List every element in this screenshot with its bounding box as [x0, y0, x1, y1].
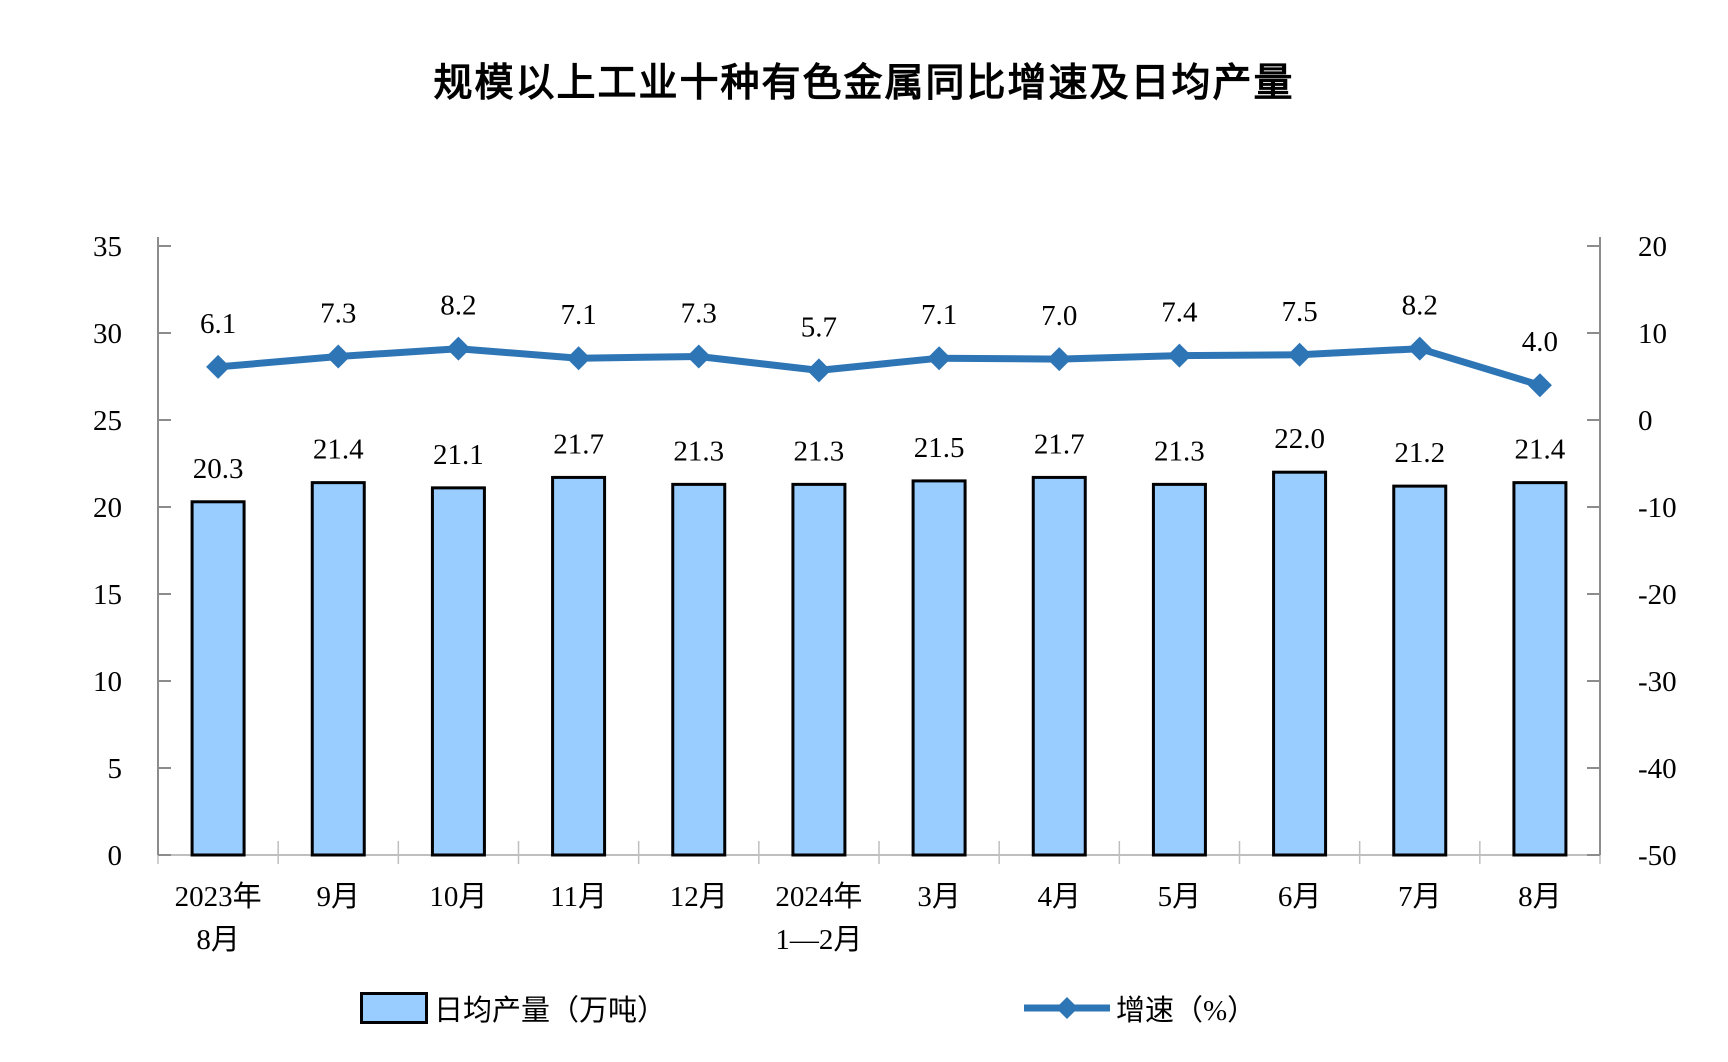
right-axis-tick-label: -40 [1638, 753, 1677, 785]
bar-daily-output [430, 486, 486, 857]
bar-value-label: 21.3 [1154, 435, 1205, 467]
line-value-label: 7.0 [1041, 300, 1077, 332]
bar-value-label: 21.3 [673, 435, 724, 467]
bar-value-label: 21.5 [914, 432, 965, 464]
line-marker-diamond [1047, 347, 1072, 372]
left-axis-tick-label: 20 [93, 492, 122, 524]
line-value-label: 8.2 [1402, 290, 1438, 322]
bar-value-label: 21.7 [1034, 428, 1085, 460]
bar-value-label: 21.4 [1515, 434, 1566, 466]
line-marker-diamond [1167, 343, 1192, 368]
line-value-label: 6.1 [200, 308, 236, 340]
bar-daily-output [671, 482, 727, 857]
legend-item-growth-rate: 增速（%） [1022, 990, 1257, 1027]
x-category-label: 9月 [316, 881, 360, 913]
line-marker-swatch-icon [1024, 997, 1110, 1019]
x-category-label: 7月 [1398, 881, 1442, 913]
bar-value-label: 21.3 [794, 435, 845, 467]
line-value-label: 7.3 [320, 297, 356, 329]
legend-bar-label: 日均产量（万吨） [434, 995, 667, 1027]
right-axis-tick-label: -30 [1638, 666, 1677, 698]
bar-value-label: 21.7 [553, 428, 604, 460]
bar-daily-output [791, 482, 847, 857]
line-marker-diamond [806, 358, 831, 383]
bar-daily-output [1151, 482, 1207, 857]
left-axis-tick-label: 35 [93, 231, 122, 263]
left-axis-tick-label: 5 [108, 753, 123, 785]
bar-value-label: 22.0 [1274, 423, 1325, 455]
line-value-label: 5.7 [801, 311, 837, 343]
right-axis-tick-label: 0 [1638, 405, 1653, 437]
x-category-label: 8月 [1518, 881, 1562, 913]
line-value-label: 7.1 [921, 299, 957, 331]
line-value-label: 7.4 [1161, 297, 1198, 329]
line-marker-diamond [326, 344, 351, 369]
left-axis-tick-label: 15 [93, 579, 122, 611]
left-axis-tick-label: 0 [108, 840, 123, 872]
right-axis-tick-label: 10 [1638, 318, 1667, 350]
bar-daily-output [911, 479, 967, 857]
bar-daily-output [1272, 470, 1328, 857]
left-axis-tick-label: 25 [93, 405, 122, 437]
right-axis-tick-label: -20 [1638, 579, 1677, 611]
bar-swatch-icon [360, 992, 428, 1024]
bar-value-label: 21.2 [1394, 437, 1445, 469]
line-marker-diamond [1407, 336, 1432, 361]
bar-daily-output [190, 500, 246, 857]
x-category-label: 5月 [1158, 881, 1202, 913]
legend-line-label: 增速（%） [1116, 995, 1257, 1027]
line-marker-diamond [566, 346, 591, 371]
line-marker-diamond [1287, 342, 1312, 367]
line-value-label: 7.5 [1281, 296, 1317, 328]
line-value-label: 7.1 [560, 299, 596, 331]
right-axis-tick-label: -50 [1638, 840, 1677, 872]
x-category-label: 3月 [917, 881, 961, 913]
line-marker-diamond [1527, 373, 1552, 398]
line-marker-diamond [686, 344, 711, 369]
legend-item-daily-output: 日均产量（万吨） [360, 990, 667, 1027]
left-axis-tick-label: 30 [93, 318, 122, 350]
bar-value-label: 21.4 [313, 434, 364, 466]
chart-title: 规模以上工业十种有色金属同比增速及日均产量 [433, 62, 1295, 105]
line-marker-diamond [927, 346, 952, 371]
line-value-label: 8.2 [440, 290, 476, 322]
x-category-label: 4月 [1037, 881, 1081, 913]
bar-daily-output [1392, 484, 1448, 857]
right-axis-tick-label: -10 [1638, 492, 1677, 524]
left-axis-tick-label: 10 [93, 666, 122, 698]
bar-daily-output [310, 481, 366, 857]
bar-daily-output [1512, 481, 1568, 857]
x-category-label: 8月 [196, 924, 240, 956]
line-value-label: 7.3 [681, 297, 717, 329]
x-category-label: 12月 [670, 881, 728, 913]
bar-daily-output [1031, 475, 1087, 857]
x-category-label: 10月 [429, 881, 487, 913]
bar-value-label: 21.1 [433, 439, 484, 471]
line-marker-diamond [206, 354, 231, 379]
right-axis-tick-label: 20 [1638, 231, 1667, 263]
x-category-label: 2024年 [775, 880, 862, 913]
x-category-label: 6月 [1278, 881, 1322, 913]
line-marker-diamond [446, 336, 471, 361]
x-category-label: 1—2月 [775, 924, 862, 956]
bar-daily-output [551, 475, 607, 857]
x-category-label: 11月 [550, 881, 607, 913]
bar-value-label: 20.3 [193, 453, 244, 485]
x-category-label: 2023年 [175, 880, 262, 913]
growth-rate-line [214, 345, 1544, 389]
line-value-label: 4.0 [1522, 326, 1558, 358]
